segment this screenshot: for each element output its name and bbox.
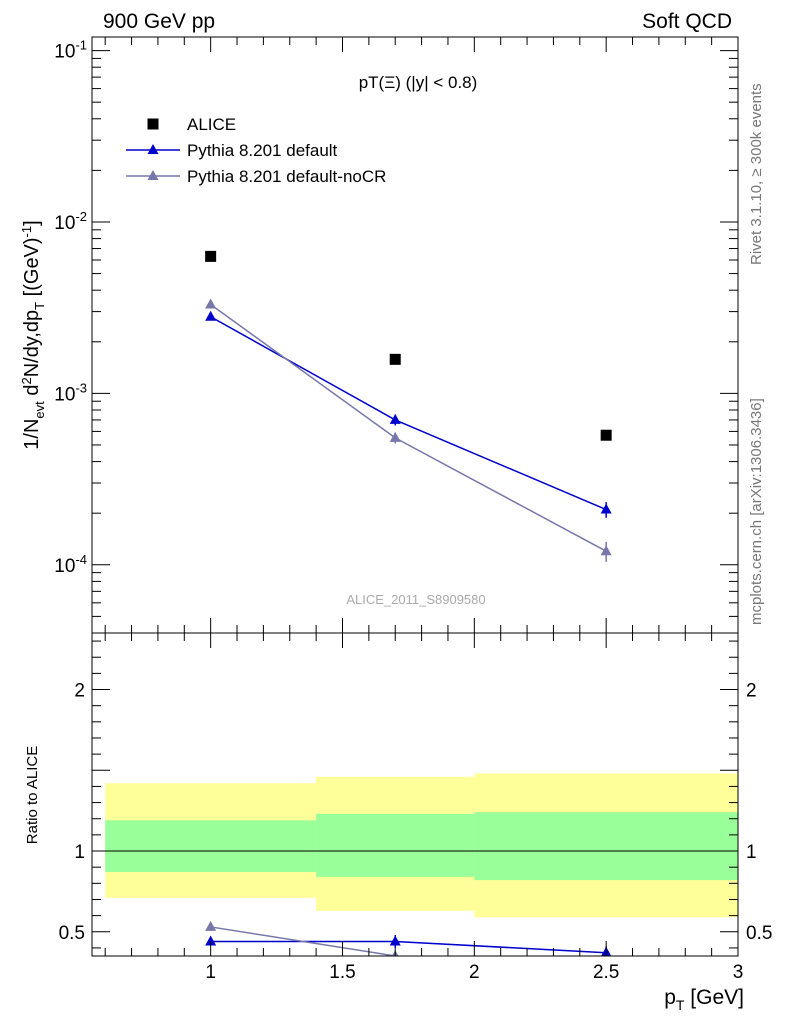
- y-tick-label: 10-3: [54, 380, 87, 405]
- ratio-point: [205, 935, 217, 946]
- main-panel: 10-4 10-3 10-2 10-1 pT(Ξ) (|y| < 0.8) ALICE…: [19, 36, 739, 634]
- data-point-triangle: [600, 503, 612, 514]
- x-tick-label: 3: [733, 962, 744, 983]
- legend-label: Pythia 8.201 default-noCR: [187, 167, 386, 186]
- chart-title: pT(Ξ) (|y| < 0.8): [359, 73, 478, 92]
- x-tick-label: 1.5: [329, 962, 355, 983]
- data-point-triangle: [600, 545, 612, 556]
- legend-marker: [147, 170, 159, 180]
- data-point-triangle: [205, 298, 217, 309]
- data-point-square: [205, 250, 217, 262]
- data-point-triangle: [389, 431, 401, 442]
- uncertainty-band-inner: [105, 820, 317, 873]
- ratio-y-tick-label-right: 0.5: [746, 923, 772, 944]
- x-axis-label: pT [GeV]: [664, 986, 744, 1013]
- data-point-triangle: [205, 310, 217, 321]
- rivet-label: Rivet 3.1.10, ≥ 300k events: [748, 83, 765, 265]
- y-tick-label: 10-2: [54, 209, 87, 234]
- uncertainty-band-inner: [474, 812, 738, 881]
- y-tick-label: 10-4: [54, 552, 87, 577]
- uncertainty-band-inner: [316, 813, 475, 877]
- ratio-line: [210, 940, 607, 954]
- y-tick-label: 10-1: [54, 38, 87, 63]
- header-right: Soft QCD: [642, 10, 732, 33]
- ratio-y-tick-label-right: 1: [746, 842, 757, 863]
- data-point-triangle: [389, 413, 401, 424]
- legend-marker: [147, 118, 159, 130]
- data-point-square: [389, 353, 401, 365]
- ratio-panel: 0.5 0.5 1 1 2 2 1 1.5 2 2.5 3 Ratio to ALICE pT [G…: [24, 632, 772, 1013]
- main-ylabel: 1/Nevt d2N/dy,dpT [(GeV)-1]: [19, 220, 47, 449]
- x-tick-label: 2: [469, 962, 480, 983]
- legend-label: Pythia 8.201 default: [187, 141, 338, 160]
- ratio-panel-frame: [91, 632, 739, 957]
- x-tick-label: 2.5: [593, 962, 619, 983]
- ratio-y-tick-label: 1: [74, 842, 85, 863]
- legend-label: ALICE: [187, 115, 236, 134]
- header-left: 900 GeV pp: [103, 10, 215, 33]
- ratio-point: [389, 935, 401, 946]
- series-line: [210, 316, 607, 511]
- ratio-y-tick-label: 0.5: [59, 923, 85, 944]
- ratio-point: [205, 920, 217, 931]
- mcplots-label: mcplots.cern.ch [arXiv:1306.3436]: [748, 398, 765, 625]
- series-line: [210, 303, 607, 552]
- legend: ALICE Pythia 8.201 default Pythia 8.201 de…: [126, 115, 386, 186]
- ratio-line: [210, 926, 403, 956]
- legend-marker: [147, 144, 159, 154]
- ratio-ylabel: Ratio to ALICE: [24, 746, 41, 844]
- data-point-square: [600, 429, 612, 441]
- ratio-y-tick-label: 2: [74, 681, 85, 702]
- x-tick-label: 1: [205, 962, 216, 983]
- watermark: ALICE_2011_S8909580: [346, 592, 485, 607]
- ratio-y-tick-label-right: 2: [746, 681, 757, 702]
